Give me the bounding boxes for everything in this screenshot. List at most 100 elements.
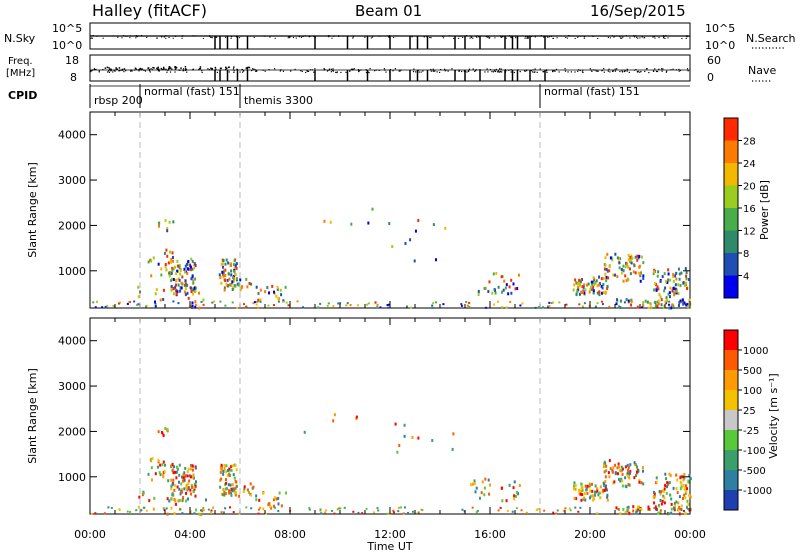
colorbar-tick-label: 8	[743, 249, 749, 260]
freq-point	[161, 68, 163, 71]
echo-cell	[628, 483, 631, 487]
echo-cell	[163, 508, 166, 511]
echo-cell	[229, 483, 232, 487]
echo-cell	[505, 306, 508, 309]
echo-cell	[191, 468, 194, 472]
nave-tick-top: 60	[707, 54, 721, 67]
echo-cell	[580, 498, 583, 502]
echo-cell	[684, 496, 687, 500]
nsky-point	[635, 35, 637, 37]
freq-point	[624, 70, 626, 72]
freq-point	[626, 70, 628, 72]
echo-cell	[649, 302, 652, 306]
echo-cell	[677, 501, 680, 505]
echo-cell	[172, 220, 175, 224]
echo-cell	[118, 301, 121, 304]
echo-cell	[222, 511, 225, 514]
echo-cell	[190, 290, 193, 294]
echo-cell	[518, 483, 521, 487]
echo-cell	[596, 291, 599, 295]
echo-cell	[224, 278, 227, 282]
freq-point	[144, 70, 147, 72]
freq-point	[466, 71, 468, 73]
freq-point	[313, 71, 315, 73]
echo-cell	[222, 493, 225, 497]
echo-cell	[230, 284, 233, 288]
nsky-point	[643, 37, 646, 39]
nsky-point	[508, 35, 511, 37]
freq-point	[326, 70, 329, 72]
echo-cell	[143, 506, 146, 509]
echo-cell	[655, 507, 658, 511]
echo-cell	[367, 221, 370, 225]
echo-cell	[183, 487, 186, 491]
echo-cell	[618, 465, 621, 469]
freq-point	[654, 68, 656, 70]
echo-cell	[605, 275, 608, 279]
freq-point	[241, 71, 244, 73]
nsky-point	[331, 37, 333, 39]
echo-cell	[202, 507, 205, 510]
echo-cell	[163, 470, 166, 474]
echo-cell	[222, 271, 225, 275]
echo-cell	[183, 478, 186, 482]
nsky-point	[494, 37, 496, 39]
echo-cell	[582, 285, 585, 289]
nsky-point	[619, 36, 621, 38]
echo-cell	[170, 497, 173, 501]
colorbar-segment	[724, 253, 738, 276]
echo-cell	[269, 505, 272, 509]
echo-cell	[581, 290, 584, 294]
echo-cell	[616, 466, 619, 470]
echo-cell	[547, 305, 550, 308]
echo-cell	[252, 302, 255, 305]
nsky-point	[462, 36, 464, 38]
echo-cell	[106, 305, 109, 308]
freq-point	[555, 68, 558, 70]
freq-point	[106, 66, 109, 69]
freq-point	[658, 68, 660, 70]
echo-cell	[379, 306, 382, 309]
freq-label-line2: [MHz]	[6, 68, 35, 79]
freq-point	[554, 70, 556, 72]
echo-cell	[171, 268, 174, 272]
echo-cell	[665, 296, 668, 300]
echo-cell	[639, 279, 642, 283]
nsky-point	[90, 37, 93, 39]
echo-cell	[180, 490, 183, 494]
echo-cell	[319, 302, 322, 305]
nsky-point	[172, 37, 174, 39]
echo-cell	[600, 277, 603, 281]
echo-cell	[153, 496, 156, 500]
nsky-point	[453, 37, 455, 39]
echo-cell	[235, 491, 238, 495]
echo-cell	[172, 478, 175, 482]
echo-cell	[232, 276, 235, 280]
echo-cell	[621, 467, 624, 471]
nsky-tick-top: 10^5	[52, 22, 82, 35]
echo-cell	[541, 306, 544, 309]
echo-cell	[243, 487, 246, 491]
echo-cell	[257, 298, 260, 302]
nsky-series	[90, 35, 690, 49]
echo-cell	[235, 484, 238, 488]
echo-cell	[179, 289, 182, 293]
nsky-point	[238, 37, 241, 39]
echo-cell	[627, 465, 630, 469]
echo-cell	[606, 495, 609, 499]
echo-cell	[154, 303, 157, 307]
echo-cell	[677, 508, 680, 512]
freq-point	[165, 68, 167, 71]
echo-cell	[675, 500, 678, 504]
colorbar-segment	[724, 118, 738, 141]
station-title: Halley (fitACF)	[92, 1, 207, 20]
freq-point	[148, 70, 151, 72]
echo-cell	[636, 305, 639, 309]
echo-cell	[193, 485, 196, 489]
freq-point	[534, 68, 536, 70]
echo-cell	[584, 484, 587, 488]
nsky-point	[636, 37, 638, 39]
freq-point	[175, 66, 178, 69]
nsky-point	[423, 36, 425, 38]
